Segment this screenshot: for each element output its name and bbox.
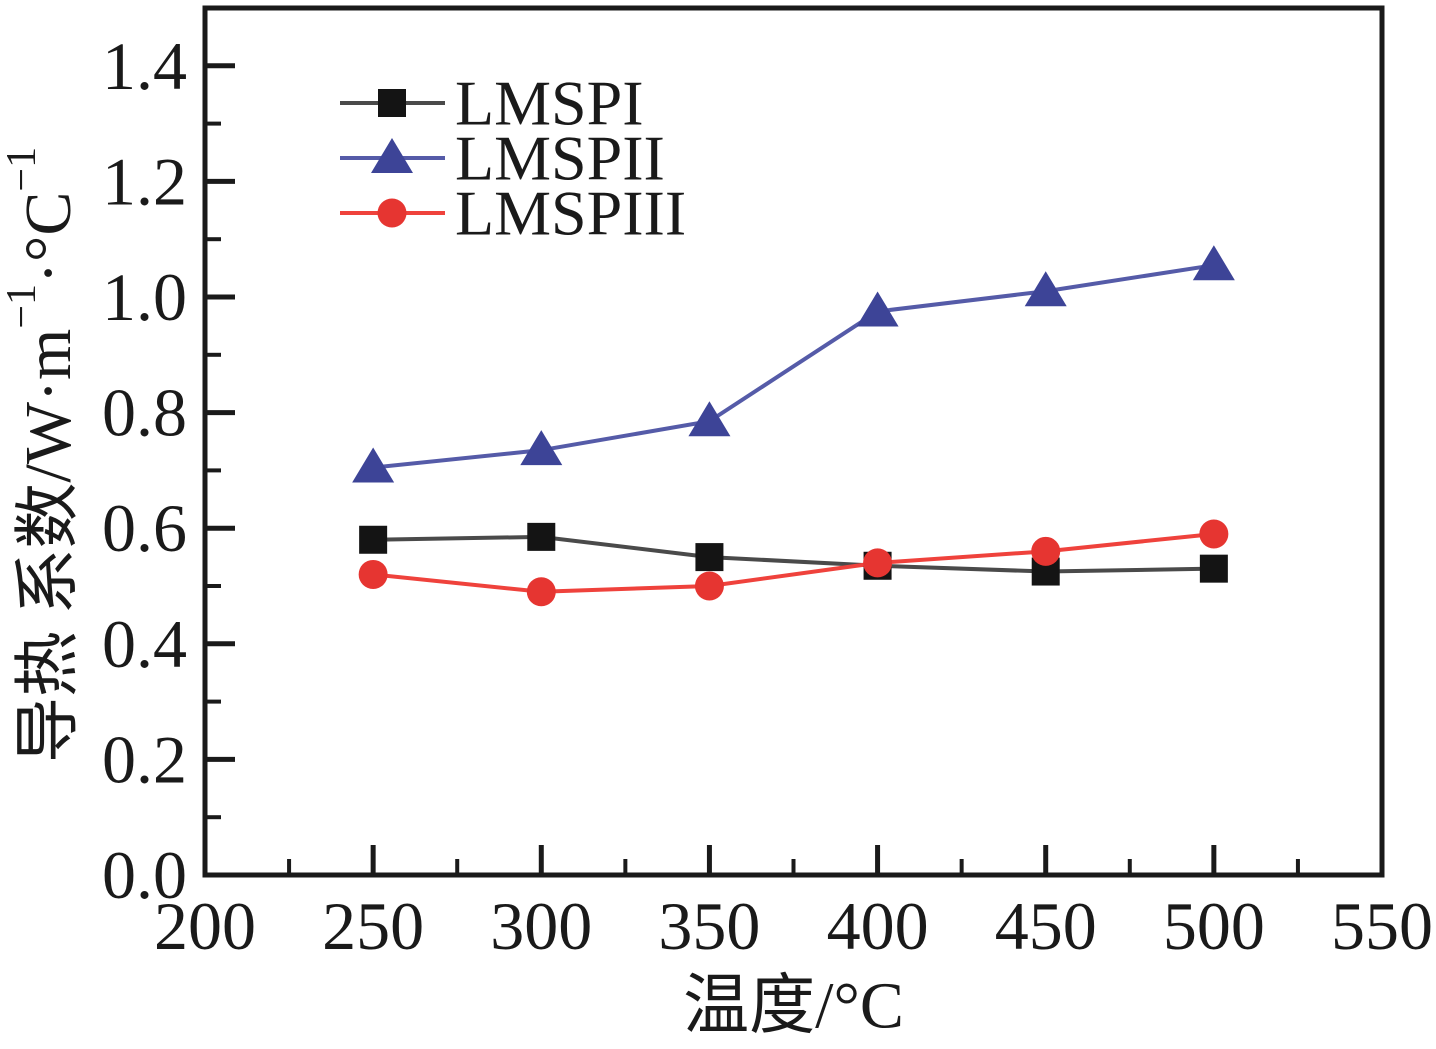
triangle-marker-icon	[520, 430, 563, 466]
y-tick-label: 0.6	[102, 490, 187, 566]
series-line-LMSPI	[373, 534, 1214, 574]
x-tick-label: 300	[490, 888, 592, 964]
square-marker-icon	[527, 522, 556, 551]
y-tick-label: 0.0	[102, 837, 187, 913]
x-axis-label: 温度/°C	[683, 970, 904, 1043]
y-tick-label: 1.2	[102, 143, 187, 219]
legend-label: LMSPI	[455, 68, 644, 139]
triangle-legend-marker-icon	[371, 138, 413, 173]
series-markers-LMSPIII	[358, 519, 1229, 607]
square-legend-marker-icon	[378, 89, 406, 117]
x-tick-label: 350	[658, 888, 760, 964]
legend-label: LMSPIII	[455, 178, 686, 249]
triangle-marker-icon	[352, 447, 395, 483]
square-marker-icon	[695, 543, 724, 572]
circle-marker-icon	[358, 559, 388, 589]
series-line-LMSPII	[372, 263, 1215, 470]
series-markers-LMSPII	[352, 245, 1235, 483]
x-tick-label: 250	[322, 888, 424, 964]
square-marker-icon	[1199, 554, 1228, 583]
x-tick-label: 450	[995, 888, 1097, 964]
legend-item-LMSPI: LMSPI	[340, 68, 644, 139]
y-tick-labels: 0.0 0.2 0.4 0.6 0.8 1.0 1.2 1.4	[102, 28, 187, 913]
series-LMSPIII	[372, 531, 1215, 594]
legend-item-LMSPII: LMSPII	[340, 123, 665, 194]
legend-label: LMSPII	[455, 123, 665, 194]
y-tick-label: 0.4	[102, 606, 187, 682]
y-tick-label: 1.0	[102, 259, 187, 335]
y-tick-label: 1.4	[102, 28, 187, 104]
axis-ticks	[205, 63, 1300, 875]
circle-legend-marker-icon	[377, 198, 407, 228]
circle-marker-icon	[1031, 536, 1061, 566]
circle-marker-icon	[1199, 519, 1229, 549]
circle-marker-icon	[694, 571, 724, 601]
circle-marker-icon	[863, 548, 893, 578]
plot-border	[202, 5, 1385, 878]
square-marker-icon	[359, 525, 388, 554]
x-tick-label: 550	[1331, 888, 1433, 964]
y-axis-label: 导热 系数/W·m−1​·°C−1​	[0, 147, 85, 763]
series-LMSPI	[373, 534, 1214, 574]
x-tick-label: 400	[827, 888, 929, 964]
triangle-marker-icon	[1024, 271, 1067, 307]
x-tick-label: 500	[1163, 888, 1265, 964]
series-LMSPII	[372, 263, 1215, 470]
x-tick-labels: 200 250 300 350 400 450 500 550	[154, 888, 1433, 964]
triangle-marker-icon	[688, 401, 731, 437]
triangle-marker-icon	[1192, 245, 1235, 281]
x-tick-label: 200	[154, 888, 256, 964]
y-tick-label: 0.2	[102, 721, 187, 797]
circle-marker-icon	[526, 577, 556, 607]
legend-item-LMSPIII: LMSPIII	[340, 178, 686, 249]
series-line-LMSPIII	[372, 531, 1215, 594]
y-tick-label: 0.8	[102, 375, 187, 451]
triangle-marker-icon	[856, 291, 899, 327]
